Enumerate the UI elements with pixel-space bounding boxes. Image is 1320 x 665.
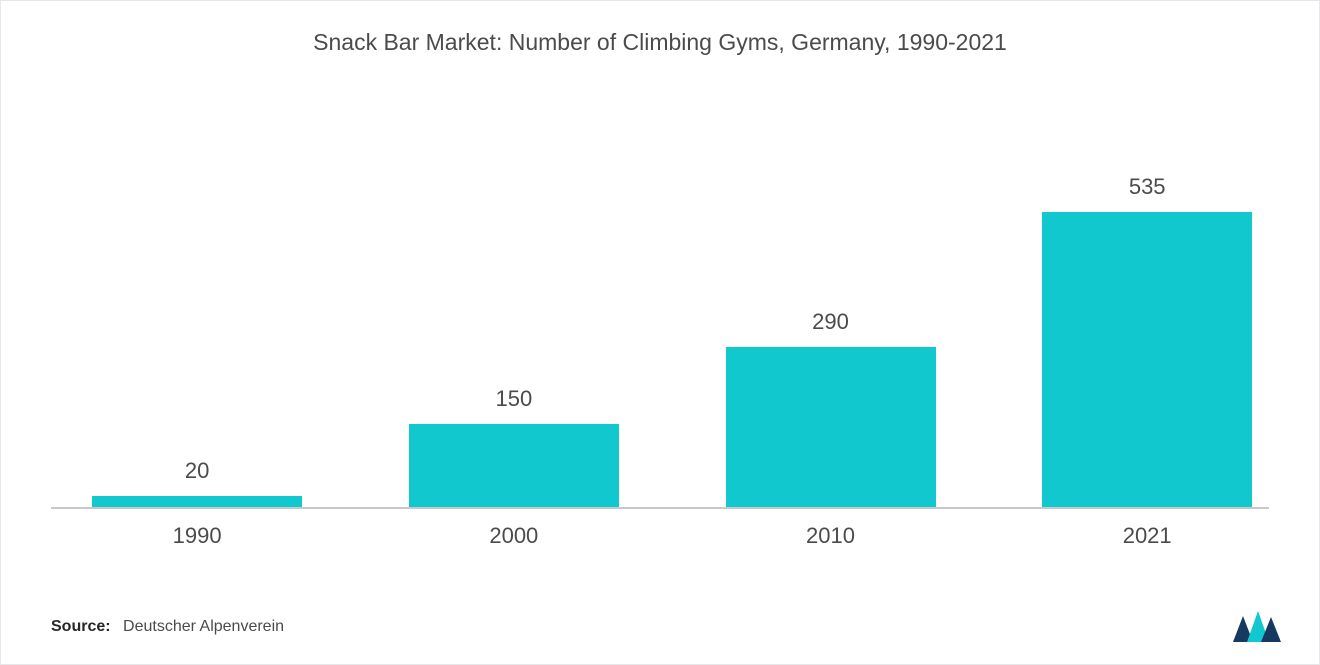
source-line: Source: Deutscher Alpenverein (51, 618, 284, 636)
x-axis-category-label: 1990 (92, 509, 302, 549)
bar (1042, 212, 1252, 507)
x-axis-category-label: 2021 (1042, 509, 1252, 549)
source-text: Deutscher Alpenverein (123, 618, 284, 635)
bar-value-label: 20 (92, 458, 302, 484)
x-axis-category-label: 2000 (409, 509, 619, 549)
source-label: Source: (51, 618, 111, 635)
bar-slot: 1502000 (409, 94, 619, 509)
bar-slot: 5352021 (1042, 94, 1252, 509)
bar-value-label: 535 (1042, 174, 1252, 200)
chart-frame: Snack Bar Market: Number of Climbing Gym… (0, 0, 1320, 665)
bar (92, 496, 302, 507)
plot-area: 201990 1502000 2902010 5352021 (51, 96, 1269, 509)
brand-logo (1231, 610, 1283, 644)
chart-title: Snack Bar Market: Number of Climbing Gym… (1, 29, 1319, 56)
bar (409, 424, 619, 507)
x-axis-category-label: 2010 (726, 509, 936, 549)
bar-slot: 201990 (92, 94, 302, 509)
bar (726, 347, 936, 507)
bar-value-label: 150 (409, 386, 619, 412)
bar-slot: 2902010 (726, 94, 936, 509)
bar-value-label: 290 (726, 309, 936, 335)
